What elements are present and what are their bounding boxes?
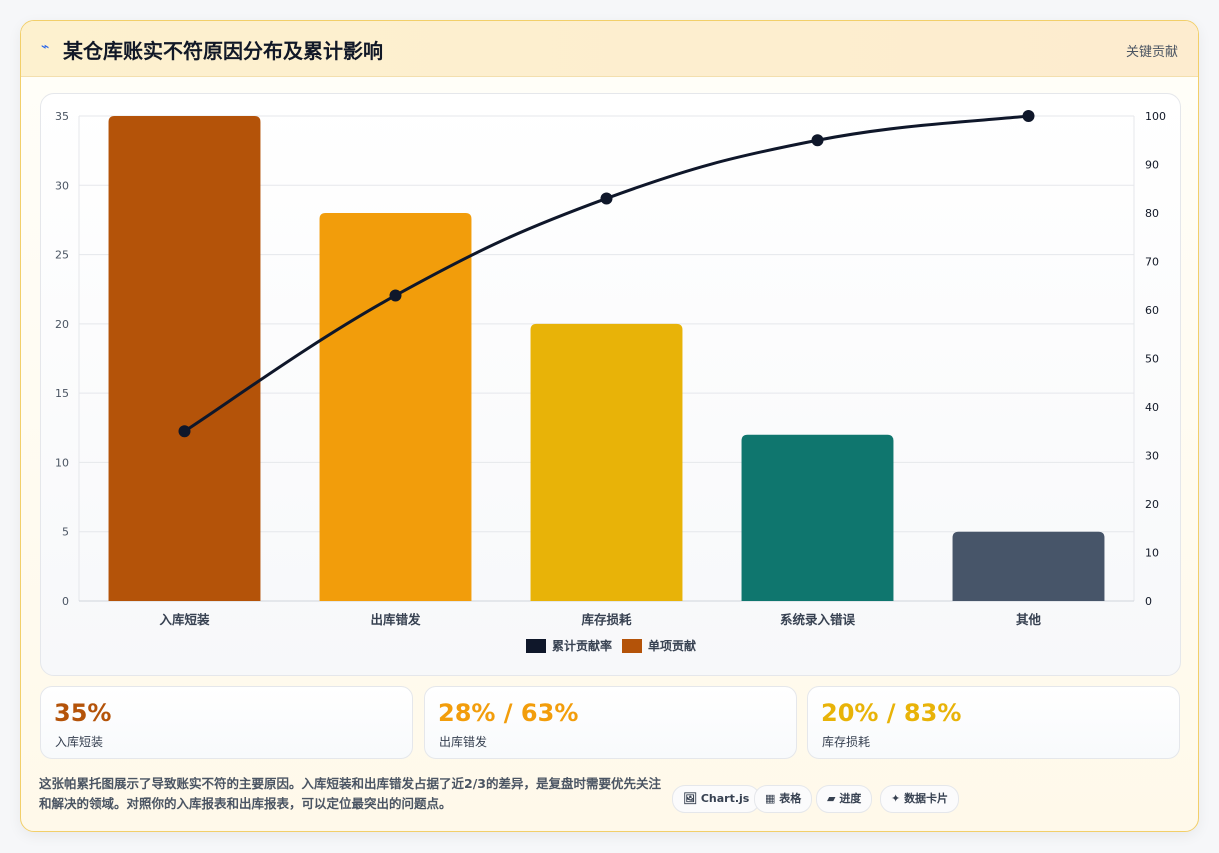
stat-label: 出库错发 xyxy=(439,735,488,749)
cumulative-point-3 xyxy=(600,192,613,205)
legend-label: 单项贡献 xyxy=(648,638,696,653)
stat-value: 35% xyxy=(54,699,112,727)
y-right-tick-label: 20 xyxy=(1145,498,1159,511)
y-right-tick-label: 70 xyxy=(1145,256,1159,269)
y-left-tick-label: 15 xyxy=(55,387,69,400)
key-contribution-label: 关键贡献 xyxy=(1125,45,1178,60)
bar-3 xyxy=(530,323,683,601)
pareto-card: ⌁ 某仓库账实不符原因分布及累计影响 关键贡献 0 5 10 15 20 25 30 35 0 1… xyxy=(20,20,1199,832)
y-left-tick-label: 35 xyxy=(55,110,69,123)
cumulative-point-1 xyxy=(178,425,191,438)
x-tick-label: 入库短装 xyxy=(159,612,210,627)
legend-label: 累计贡献率 xyxy=(552,638,612,653)
y-right-tick-label: 0 xyxy=(1145,595,1152,608)
y-right-tick-label: 10 xyxy=(1145,547,1159,560)
chip-label: Chart.js xyxy=(700,792,750,805)
sparkle-icon: ✦ xyxy=(891,792,901,805)
y-left-tick-label: 0 xyxy=(62,595,69,608)
bar-2 xyxy=(319,213,472,601)
chip-data-card[interactable]: ✦ 数据卡片 xyxy=(880,785,960,813)
y-right-tick-label: 60 xyxy=(1145,304,1159,317)
chip-progress[interactable]: ▰ 进度 xyxy=(816,785,873,813)
y-right-tick-label: 80 xyxy=(1145,207,1159,220)
y-left-tick-label: 25 xyxy=(55,249,69,262)
card-header: ⌁ 某仓库账实不符原因分布及累计影响 关键贡献 xyxy=(21,21,1198,77)
y-left-tick-label: 10 xyxy=(55,456,69,469)
chip-table[interactable]: ▦ 表格 xyxy=(754,785,813,813)
stat-card-inbound-short: 35% 入库短装 xyxy=(40,686,413,759)
cumulative-point-5 xyxy=(1022,110,1035,122)
x-tick-label: 库存损耗 xyxy=(581,612,632,627)
y-left-tick-label: 30 xyxy=(55,179,69,192)
y-left-tick-label: 20 xyxy=(55,318,69,331)
stat-value: 28% / 63% xyxy=(438,699,579,727)
chip-label: 数据卡片 xyxy=(904,792,949,805)
y-right-tick-label: 100 xyxy=(1145,110,1166,123)
bar-1 xyxy=(108,116,261,601)
chart-panel: 0 5 10 15 20 25 30 35 0 10 20 30 40 50 60 70 80 90 100 入库短装… xyxy=(40,93,1181,676)
progress-icon: ▰ xyxy=(827,792,836,805)
x-tick-label: 其他 xyxy=(1016,612,1042,627)
page-title: 某仓库账实不符原因分布及累计影响 xyxy=(63,39,383,63)
image-icon: 🖼 xyxy=(683,792,697,805)
y-right-tick-label: 90 xyxy=(1145,159,1159,172)
x-tick-label: 出库错发 xyxy=(370,612,421,627)
cumulative-point-2 xyxy=(389,289,402,302)
stat-card-inventory-loss: 20% / 83% 库存损耗 xyxy=(807,686,1180,759)
chart-description: 这张帕累托图展示了导致账实不符的主要原因。入库短装和出库错发占据了近2/3的差异… xyxy=(39,776,661,811)
stat-card-outbound-wrong: 28% / 63% 出库错发 xyxy=(424,686,797,759)
cumulative-point-4 xyxy=(811,134,824,147)
y-right-tick-label: 50 xyxy=(1145,353,1159,366)
chip-label: 进度 xyxy=(839,792,862,805)
chip-label: 表格 xyxy=(779,792,802,805)
bar-5 xyxy=(952,531,1105,601)
pareto-chart: 0 5 10 15 20 25 30 35 0 10 20 30 40 50 60 70 80 90 100 入库短装… xyxy=(55,110,1166,653)
legend-swatch xyxy=(622,639,642,653)
y-right-tick-label: 30 xyxy=(1145,450,1159,463)
stat-value: 20% / 83% xyxy=(821,699,962,727)
table-icon: ▦ xyxy=(765,792,776,805)
y-left-tick-label: 5 xyxy=(62,526,69,539)
y-right-tick-label: 40 xyxy=(1145,401,1159,414)
stat-label: 库存损耗 xyxy=(822,735,871,749)
bar-4 xyxy=(741,434,894,601)
stat-label: 入库短装 xyxy=(55,735,104,749)
x-tick-label: 系统录入错误 xyxy=(780,612,856,627)
legend-swatch xyxy=(526,639,546,653)
chip-chartjs[interactable]: 🖼 Chart.js xyxy=(672,785,761,813)
chart-line-icon: ⌁ xyxy=(41,39,50,55)
